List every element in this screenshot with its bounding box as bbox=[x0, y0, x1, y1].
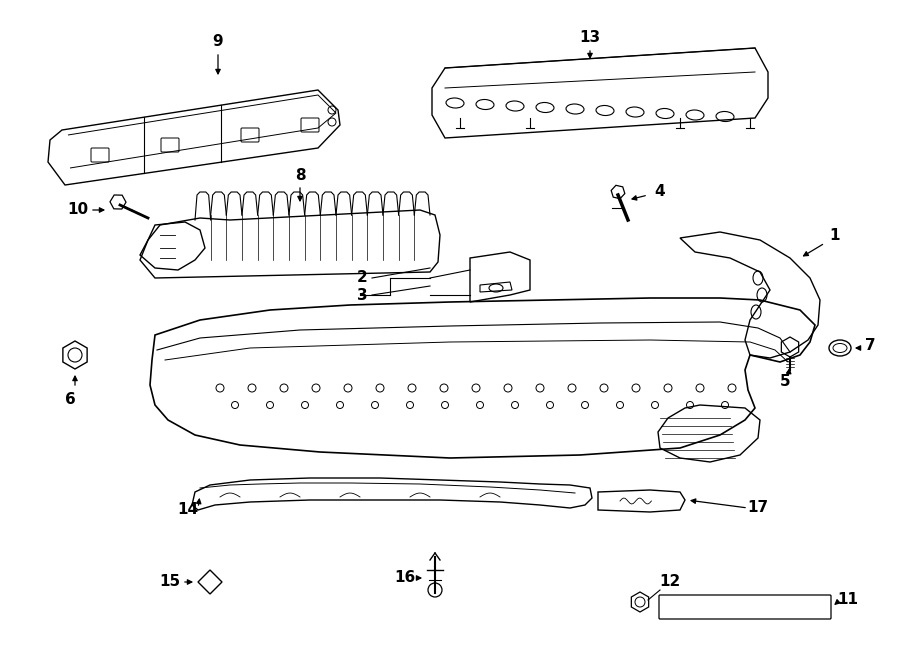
Text: 10: 10 bbox=[68, 202, 88, 217]
Text: 9: 9 bbox=[212, 34, 223, 50]
Text: 13: 13 bbox=[580, 30, 600, 46]
Text: 14: 14 bbox=[177, 502, 199, 518]
Text: 16: 16 bbox=[394, 570, 416, 586]
Text: 15: 15 bbox=[159, 574, 181, 590]
Text: 2: 2 bbox=[356, 270, 367, 286]
Text: 6: 6 bbox=[65, 393, 76, 407]
Text: 4: 4 bbox=[654, 184, 665, 200]
Text: 3: 3 bbox=[356, 288, 367, 303]
Text: 7: 7 bbox=[865, 338, 876, 352]
Text: 12: 12 bbox=[660, 574, 680, 590]
Text: 1: 1 bbox=[830, 227, 841, 243]
Text: 8: 8 bbox=[294, 167, 305, 182]
Text: 17: 17 bbox=[747, 500, 769, 516]
Text: 11: 11 bbox=[838, 592, 859, 607]
Text: 5: 5 bbox=[779, 375, 790, 389]
